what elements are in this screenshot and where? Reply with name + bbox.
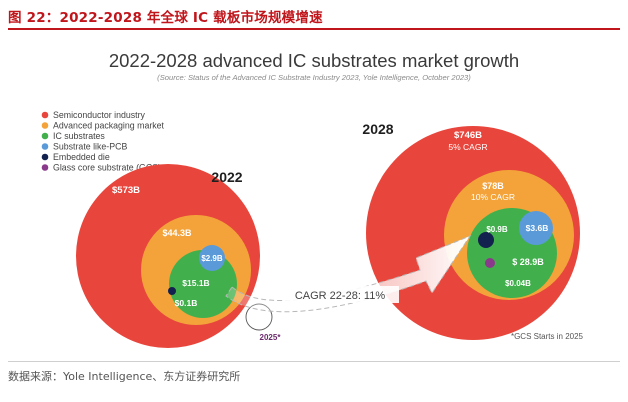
value-label-2028-advanced-packaging: $78B bbox=[482, 181, 504, 191]
bubble-group-2022 bbox=[76, 164, 260, 348]
legend-swatch-glass-core bbox=[41, 164, 49, 171]
legend-label-ic-substrates: IC substrates bbox=[53, 131, 105, 141]
value-label-2028-embedded-die: $0.9B bbox=[486, 225, 508, 234]
year-label-2022: 2022 bbox=[211, 169, 242, 185]
cagr-label-2028-semiconductor: 5% CAGR bbox=[448, 142, 487, 152]
value-label-2028-glass-core: $0.04B bbox=[505, 279, 531, 288]
bubble-2028-embedded-die bbox=[478, 232, 494, 248]
value-label-2022-semiconductor: $573B bbox=[112, 185, 140, 196]
title-divider bbox=[8, 28, 620, 30]
legend-swatch-substrate-like-pcb bbox=[41, 143, 49, 150]
value-label-2028-ic-substrates: $ 28.9B bbox=[512, 257, 544, 267]
value-label-2022-substrate-like-pcb: $2.9B bbox=[201, 254, 223, 263]
chart-legend: Semiconductor industry Advanced packagin… bbox=[41, 110, 165, 173]
value-label-2022-embedded-die: $0.1B bbox=[175, 298, 198, 308]
legend-swatch-embedded-die bbox=[41, 153, 49, 161]
value-label-2022-advanced-packaging: $44.3B bbox=[162, 228, 192, 238]
cagr-label-background bbox=[283, 286, 399, 303]
chart-title: 2022-2028 advanced IC substrates market … bbox=[109, 50, 519, 71]
legend-label-semiconductor: Semiconductor industry bbox=[53, 110, 146, 120]
gcs-footnote: *GCS Starts in 2025 bbox=[511, 332, 584, 341]
footer-divider bbox=[8, 361, 620, 362]
legend-label-glass-core: Glass core substrate (GCS) bbox=[53, 163, 161, 173]
legend-label-substrate-like-pcb: Substrate like-PCB bbox=[53, 142, 127, 152]
legend-swatch-semiconductor bbox=[41, 111, 49, 119]
figure-title: 图 22：2022-2028 年全球 IC 载板市场规模增速 bbox=[8, 10, 323, 26]
legend-swatch-ic-substrates bbox=[41, 132, 49, 140]
cagr-label-ic-substrates: CAGR 22-28: 11% bbox=[295, 290, 386, 302]
legend-label-advanced-packaging: Advanced packaging market bbox=[53, 121, 165, 131]
gcs-start-label: 2025* bbox=[260, 333, 282, 342]
year-label-2028: 2028 bbox=[362, 121, 393, 137]
cagr-label-2028-advanced-packaging: 10% CAGR bbox=[471, 192, 515, 202]
source-note: 数据来源：Yole Intelligence、东方证券研究所 bbox=[8, 370, 241, 383]
value-label-2028-substrate-like-pcb: $3.6B bbox=[526, 223, 549, 233]
legend-swatch-advanced-packaging bbox=[41, 122, 49, 129]
legend-label-embedded-die: Embedded die bbox=[53, 152, 110, 162]
chart-subtitle: (Source: Status of the Advanced IC Subst… bbox=[157, 73, 471, 82]
bubble-2028-substrate-like-pcb bbox=[519, 211, 553, 245]
bubble-2028-glass-core bbox=[485, 258, 495, 268]
value-label-2022-ic-substrates: $15.1B bbox=[182, 278, 209, 288]
value-label-2028-semiconductor: $746B bbox=[454, 130, 482, 141]
bubble-2022-substrate-like-pcb bbox=[199, 245, 225, 271]
bubble-2022-embedded-die bbox=[168, 287, 176, 295]
bubble-group-2028 bbox=[366, 126, 580, 340]
